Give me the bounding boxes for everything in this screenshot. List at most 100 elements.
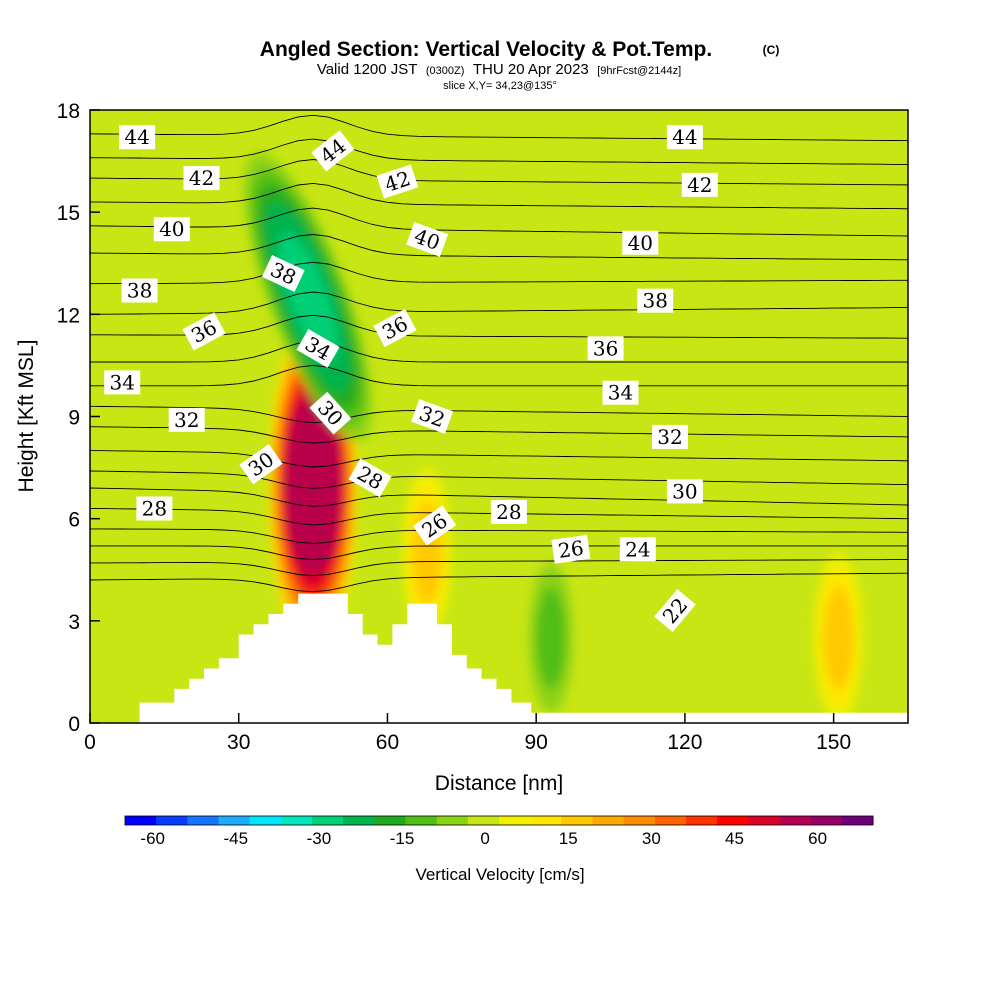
contour-label: 28 — [490, 499, 527, 524]
colorbar-swatch — [187, 816, 219, 825]
subtitle-valid: Valid 1200 JST — [317, 61, 418, 78]
colorbar-swatch — [499, 816, 531, 825]
contour-label-text: 30 — [672, 479, 697, 503]
isentrope-line — [90, 291, 908, 315]
contour-label-text: 38 — [127, 279, 152, 303]
contour-label-text: 34 — [109, 370, 134, 394]
contour-label-text: 26 — [557, 536, 586, 563]
isentrope-line — [90, 341, 908, 363]
contour-label-box — [104, 370, 141, 395]
y-tick-label: 0 — [68, 713, 80, 736]
isentrope-line — [90, 207, 908, 237]
colorbar-swatch — [156, 816, 188, 825]
isentrope-line — [90, 559, 908, 577]
contour-label-text: 42 — [189, 166, 214, 190]
isentrope-line — [90, 528, 908, 544]
contour-label-box — [311, 130, 355, 172]
isentrope-line — [90, 114, 908, 142]
contour-label: 36 — [373, 308, 417, 348]
x-tick-label: 120 — [667, 731, 702, 754]
colorbar-swatch — [374, 816, 406, 825]
terrain — [139, 593, 908, 723]
contour-label-text: 28 — [496, 500, 521, 524]
colorbar-tick-label: 15 — [559, 829, 578, 848]
isentrope-line — [90, 182, 908, 210]
contour-label: 34 — [104, 370, 141, 395]
colorbar-swatch — [779, 816, 812, 825]
contour-label-box — [183, 166, 220, 191]
y-tick-label: 6 — [68, 509, 80, 532]
colorbar-swatch — [810, 816, 843, 825]
subtitle-utc: (0300Z) — [426, 65, 465, 77]
contour-label-box — [296, 329, 340, 368]
contour-label-box — [239, 444, 283, 485]
contour-label: 42 — [183, 166, 220, 191]
colorbar-swatch — [654, 816, 687, 825]
contour-label: 42 — [681, 172, 718, 197]
isentrope-line — [90, 572, 908, 593]
colorbar-swatch — [312, 816, 344, 825]
contour-label-box — [622, 230, 659, 255]
chart-title-mark: (C) — [763, 43, 780, 57]
y-tick-label: 12 — [57, 304, 80, 327]
contour-label: 34 — [602, 380, 639, 405]
x-tick-label: 90 — [525, 731, 548, 754]
contour-label-box — [666, 479, 703, 504]
isentrope-line — [90, 545, 908, 560]
contour-label-text: 24 — [625, 537, 650, 561]
isentrope-lines — [90, 114, 908, 593]
colorbar-frame — [124, 815, 874, 826]
colorbar-swatch — [343, 816, 375, 825]
contour-label-box — [412, 505, 457, 546]
colorbar-swatch — [467, 816, 500, 825]
contour-label-box — [490, 499, 527, 524]
contour-label-box — [652, 424, 688, 449]
colorbar-label: Vertical Velocity [cm/s] — [415, 865, 584, 884]
chart-title: Angled Section: Vertical Velocity & Pot.… — [260, 38, 712, 61]
contour-label-box — [119, 125, 156, 150]
contour-label: 40 — [622, 230, 659, 255]
contour-label-box — [619, 537, 656, 562]
colorbar-swatch — [561, 816, 593, 825]
velocity-cell — [538, 595, 564, 681]
contour-label: 30 — [666, 479, 703, 504]
x-tick-label: 0 — [84, 731, 96, 754]
plot-area — [90, 110, 908, 723]
isentrope-line — [90, 234, 908, 261]
contour-label: 36 — [587, 336, 624, 361]
colorbar-swatch — [623, 816, 656, 825]
colorbar-tick-label: -30 — [307, 829, 332, 848]
velocity-cell — [284, 393, 342, 576]
colorbar-swatch — [405, 816, 438, 825]
isentrope-line — [90, 426, 908, 444]
contour-label: 44 — [119, 125, 156, 150]
contour-label: 26 — [551, 534, 591, 564]
colorbar-tick-label: 45 — [725, 829, 744, 848]
chart-subtitle: Valid 1200 JST (0300Z) THU 20 Apr 2023 [… — [317, 61, 681, 78]
contour-label: 28 — [136, 496, 173, 521]
contour-label-box — [637, 288, 674, 313]
subtitle-date: THU 20 Apr 2023 — [473, 61, 589, 78]
isentrope-line — [90, 405, 908, 424]
y-axis-label: Height [Kft MSL] — [15, 340, 38, 493]
isentrope-line — [90, 314, 908, 339]
contour-label-box — [587, 336, 624, 361]
colorbar-tick-label: 30 — [642, 829, 661, 848]
isentrope-line — [90, 470, 908, 489]
colorbar-tick-label: 0 — [480, 829, 489, 848]
contour-label-box — [551, 534, 591, 564]
contour-label-text: 42 — [687, 173, 712, 197]
contour-label: 40 — [406, 221, 449, 257]
colorbar-swatch — [218, 816, 251, 825]
contour-label-box — [182, 312, 226, 351]
y-tick-label: 3 — [68, 611, 80, 634]
colorbar-tick-label: -15 — [390, 829, 415, 848]
contour-label-box — [136, 496, 173, 521]
colorbar-tick-label: -60 — [140, 829, 165, 848]
isentrope-line — [90, 159, 908, 186]
contour-label-box — [153, 217, 190, 242]
contour-label-box — [666, 125, 703, 150]
contour-label: 32 — [652, 424, 688, 449]
